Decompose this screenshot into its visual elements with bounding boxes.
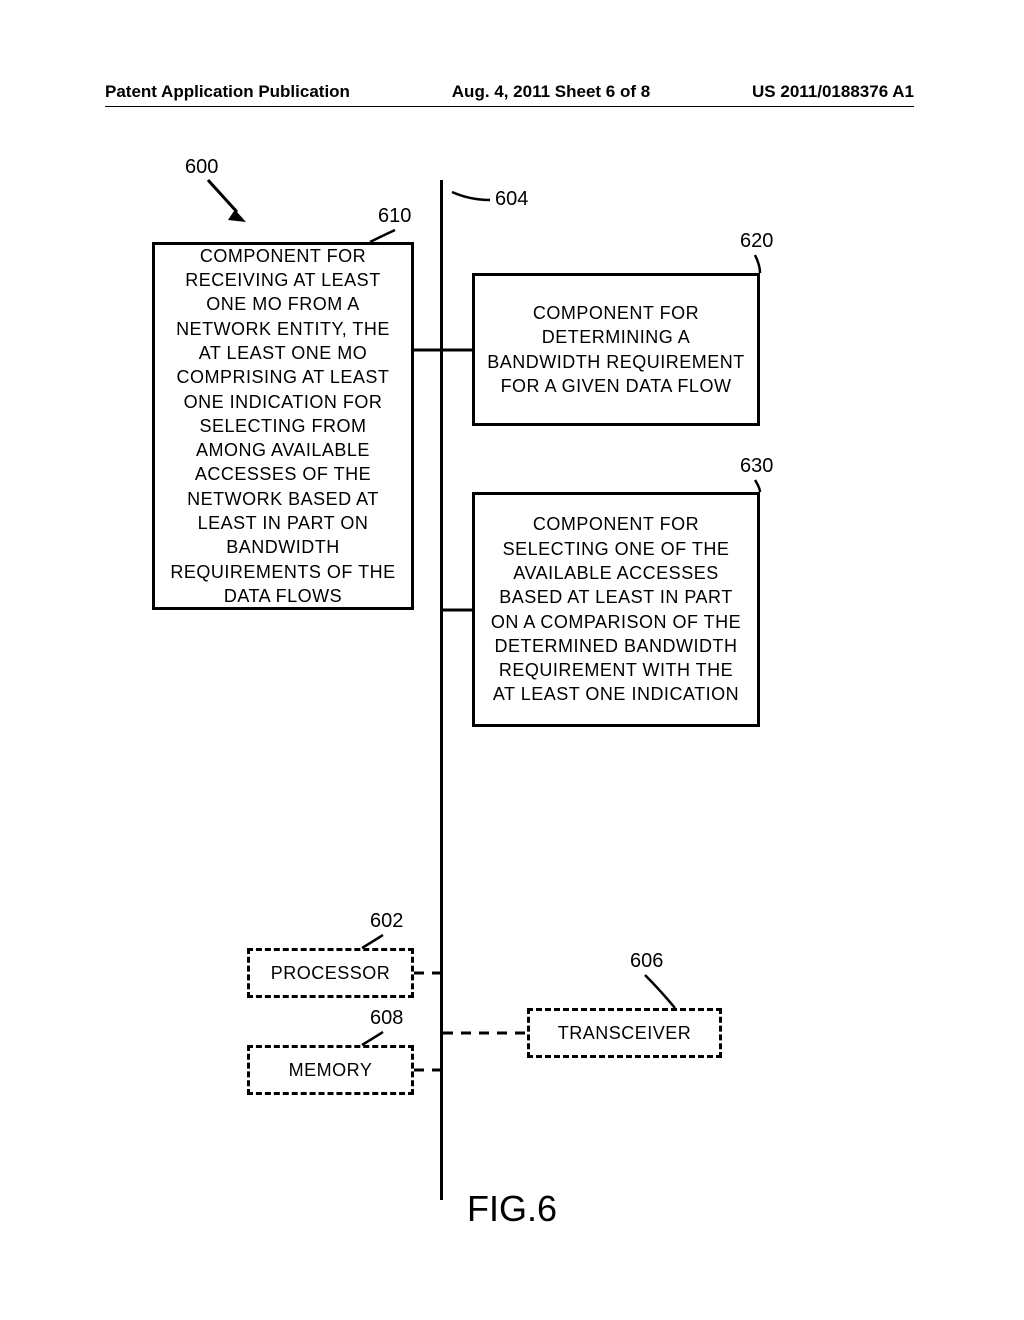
figure-label: FIG.6 <box>467 1188 557 1230</box>
label-608: 608 <box>370 1007 403 1030</box>
vertical-bus <box>440 180 443 1200</box>
processor-box: PROCESSOR <box>247 948 414 998</box>
figure-diagram: COMPONENT FOR RECEIVING AT LEAST ONE MO … <box>0 150 1024 1250</box>
label-606: 606 <box>630 950 663 973</box>
component-610-box: COMPONENT FOR RECEIVING AT LEAST ONE MO … <box>152 242 414 610</box>
component-630-text: COMPONENT FOR SELECTING ONE OF THE AVAIL… <box>487 512 745 706</box>
leader-610 <box>370 230 395 242</box>
component-620-box: COMPONENT FOR DETERMINING A BANDWIDTH RE… <box>472 273 760 426</box>
memory-text: MEMORY <box>289 1058 373 1082</box>
label-602: 602 <box>370 910 403 933</box>
leader-630 <box>755 480 760 492</box>
header-left: Patent Application Publication <box>105 82 350 102</box>
leader-606 <box>645 975 675 1008</box>
label-630: 630 <box>740 455 773 478</box>
component-610-text: COMPONENT FOR RECEIVING AT LEAST ONE MO … <box>167 244 399 608</box>
transceiver-text: TRANSCEIVER <box>558 1021 692 1045</box>
processor-text: PROCESSOR <box>271 961 391 985</box>
transceiver-box: TRANSCEIVER <box>527 1008 722 1058</box>
component-620-text: COMPONENT FOR DETERMINING A BANDWIDTH RE… <box>487 301 745 398</box>
header-rule <box>105 106 914 107</box>
header-right: US 2011/0188376 A1 <box>752 82 914 102</box>
arrow-600 <box>208 180 246 222</box>
label-620: 620 <box>740 230 773 253</box>
label-610: 610 <box>378 205 411 228</box>
label-604: 604 <box>495 188 528 211</box>
leader-608 <box>362 1032 383 1045</box>
label-600: 600 <box>185 156 218 179</box>
leader-602 <box>362 935 383 948</box>
leader-620 <box>755 255 760 273</box>
memory-box: MEMORY <box>247 1045 414 1095</box>
header-middle: Aug. 4, 2011 Sheet 6 of 8 <box>452 82 650 102</box>
component-630-box: COMPONENT FOR SELECTING ONE OF THE AVAIL… <box>472 492 760 727</box>
leader-604 <box>452 192 490 200</box>
page-header: Patent Application Publication Aug. 4, 2… <box>0 82 1024 102</box>
